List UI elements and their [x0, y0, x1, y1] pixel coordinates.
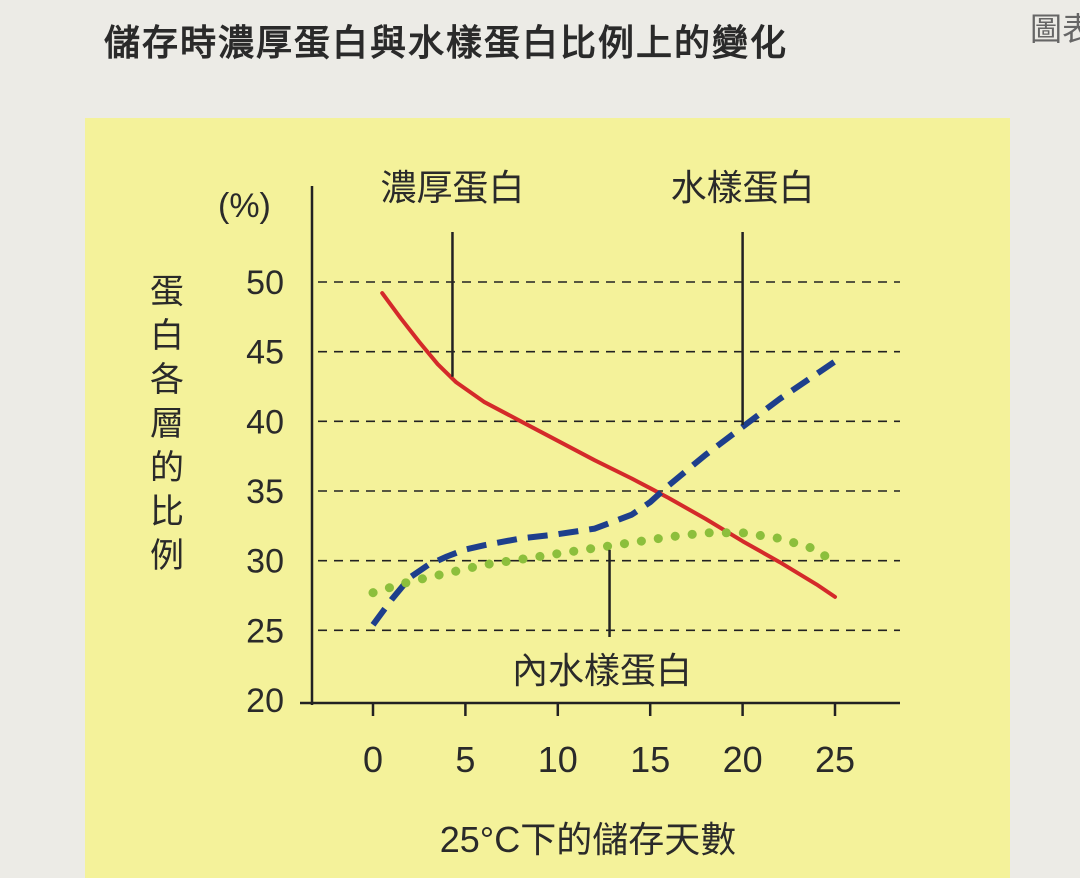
y-tick-label: 35 — [246, 473, 284, 511]
x-tick-label: 0 — [363, 739, 383, 780]
grid-lines — [318, 281, 900, 632]
annotation-label: 濃厚蛋白 — [380, 167, 524, 208]
axes — [300, 186, 900, 716]
tick-labels: 20 25 30 35 40 45 50 (%) 0 5 10 15 20 25 25°C下的儲存天數 — [218, 187, 855, 860]
x-tick-label: 10 — [538, 739, 578, 780]
x-tick-label: 25 — [815, 739, 855, 780]
series-line — [380, 291, 837, 599]
series-line — [368, 528, 840, 598]
x-tick-label: 20 — [723, 739, 763, 780]
y-tick-label: 20 — [246, 682, 284, 720]
x-tick-label: 15 — [630, 739, 670, 780]
x-axis-label: 25°C下的儲存天數 — [440, 819, 736, 860]
y-tick-label: 30 — [246, 543, 284, 581]
figure-label: 圖表 — [1030, 10, 1080, 48]
annotation-label: 內水樣蛋白 — [512, 650, 692, 691]
y-tick-label: 25 — [246, 612, 284, 650]
x-tick-label: 5 — [455, 739, 475, 780]
y-tick-label: 40 — [246, 403, 284, 441]
y-axis-label: 蛋白各層的比例 — [150, 272, 184, 576]
y-tick-label: 45 — [246, 334, 284, 372]
y-tick-label: 50 — [246, 264, 284, 302]
y-unit-label: (%) — [218, 187, 271, 225]
series-lines — [368, 291, 840, 627]
annotation-label: 水樣蛋白 — [671, 167, 815, 208]
page-title: 儲存時濃厚蛋白與水樣蛋白比例上的變化 — [104, 23, 789, 64]
chart-panel — [85, 118, 1010, 878]
series-line — [370, 358, 837, 627]
